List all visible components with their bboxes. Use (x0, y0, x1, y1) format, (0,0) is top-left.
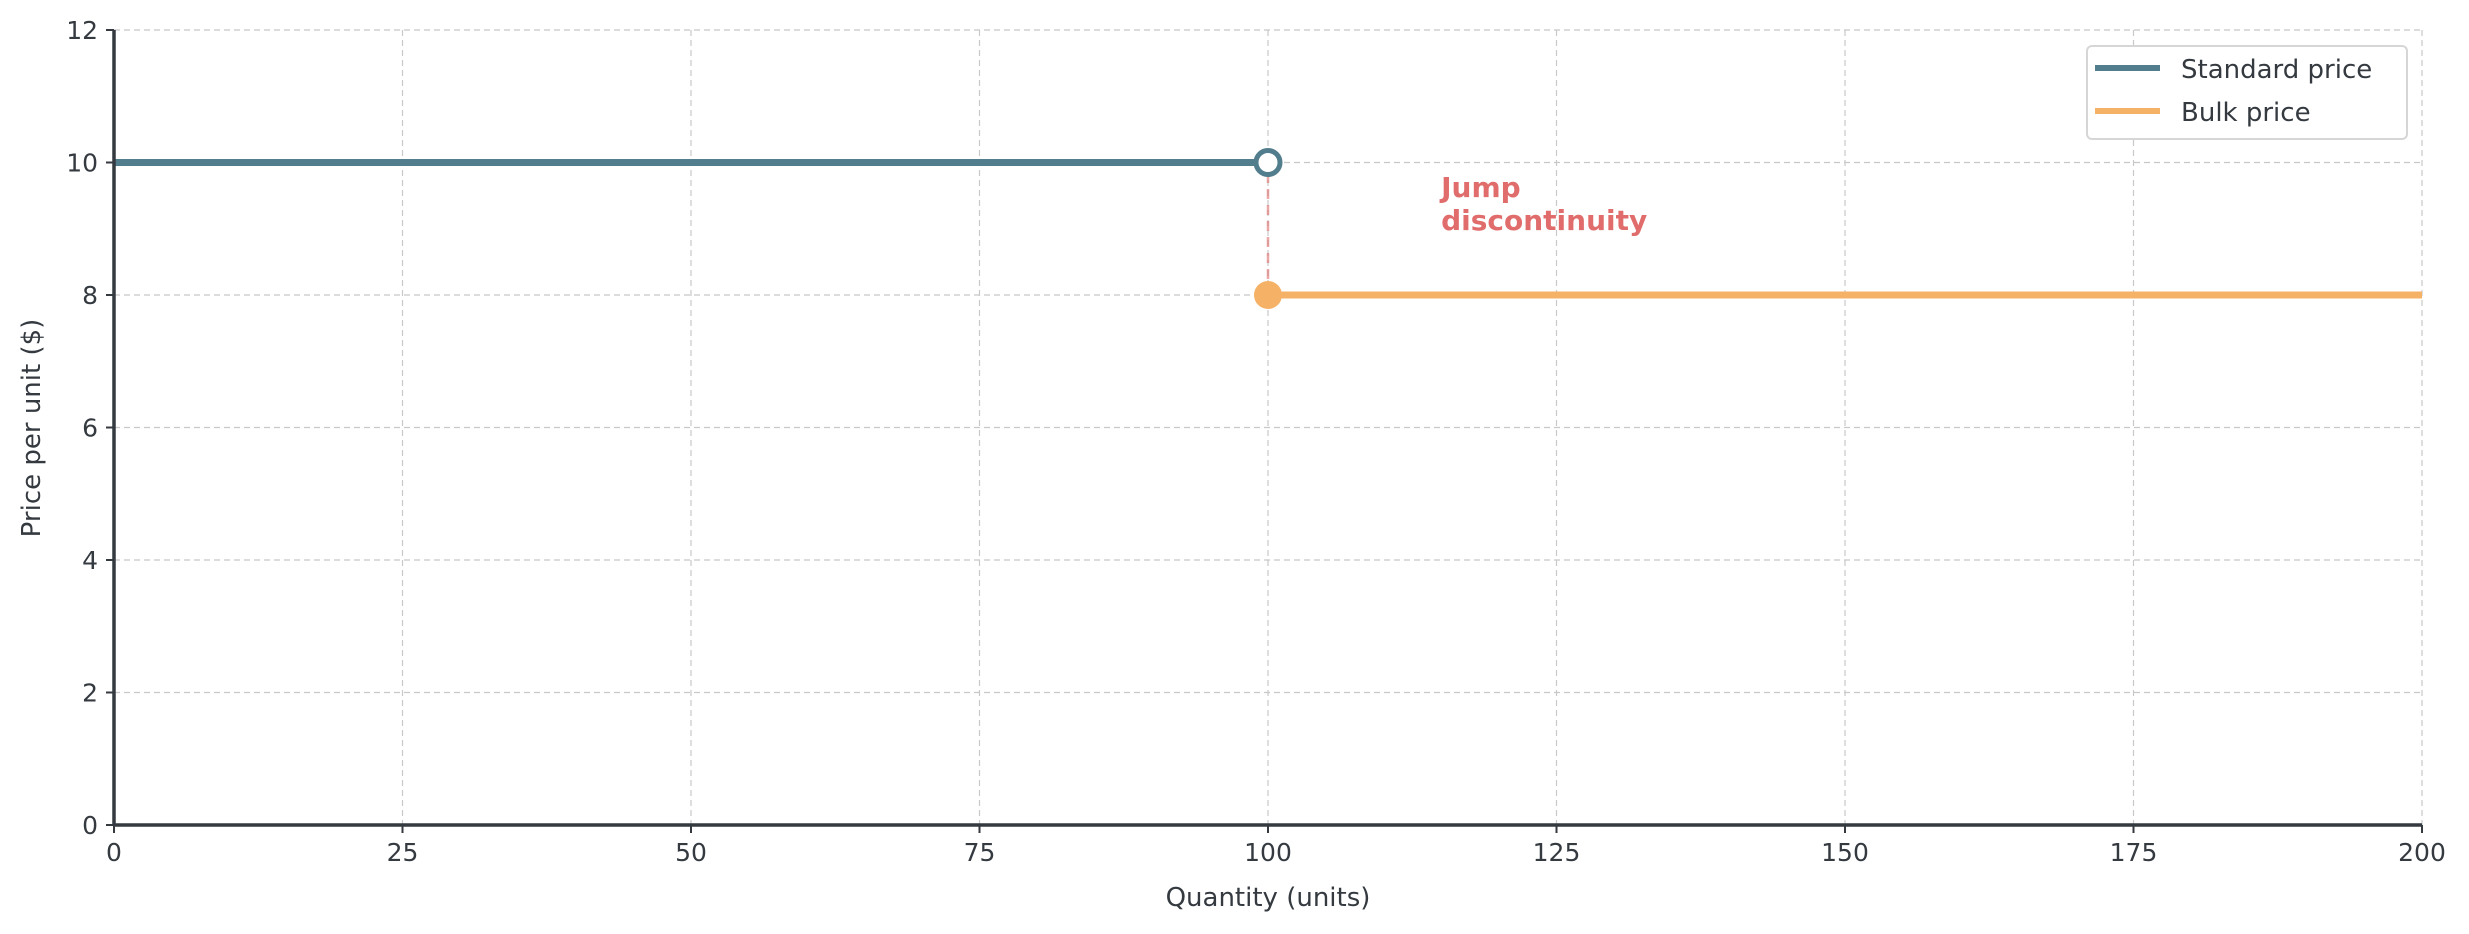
x-tick-label: 0 (106, 838, 122, 867)
y-tick-label: 0 (82, 811, 98, 840)
ticks: 0 25 50 75 100 125 150 175 200 0 2 4 6 8 10 12 (66, 16, 2446, 867)
x-tick-label: 200 (2398, 838, 2446, 867)
legend-label-standard: Standard price (2181, 55, 2372, 85)
y-tick-label: 10 (66, 149, 98, 178)
legend-frame (2086, 45, 2408, 140)
x-tick-label: 100 (1244, 838, 1292, 867)
legend-label-bulk: Bulk price (2181, 98, 2311, 128)
x-tick-label: 125 (1533, 838, 1581, 867)
y-tick-label: 6 (82, 414, 98, 443)
jump-annotation: Jump discontinuity (1439, 171, 1647, 237)
legend: Standard price Bulk price (2086, 45, 2408, 140)
x-tick-label: 50 (675, 838, 707, 867)
x-tick-label: 75 (964, 838, 996, 867)
y-tick-label: 4 (82, 546, 98, 575)
y-tick-label: 12 (66, 16, 98, 45)
x-axis-label: Quantity (units) (1166, 883, 1371, 913)
x-tick-label: 150 (1821, 838, 1869, 867)
filled-endpoint-marker (1254, 281, 1282, 309)
x-tick-label: 175 (2110, 838, 2158, 867)
y-tick-label: 2 (82, 679, 98, 708)
annotation-line-1: Jump (1439, 171, 1521, 204)
open-endpoint-marker (1253, 148, 1283, 177)
y-tick-label: 8 (82, 281, 98, 310)
y-axis-label: Price per unit ($) (17, 319, 47, 538)
series-layer (114, 148, 2422, 309)
annotation-line-2: discontinuity (1441, 204, 1647, 237)
x-tick-label: 25 (387, 838, 419, 867)
